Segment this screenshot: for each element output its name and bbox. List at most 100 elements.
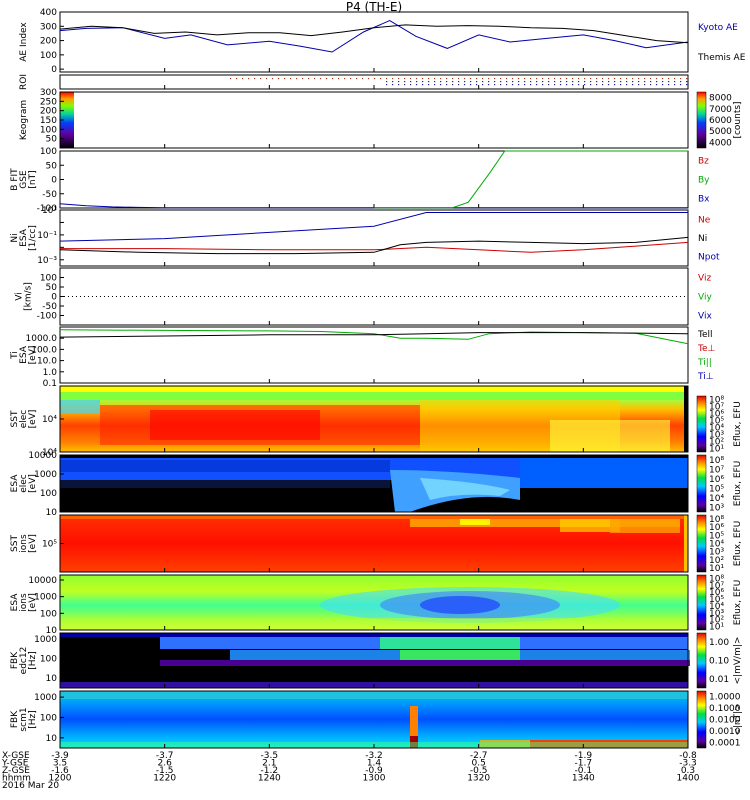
footer-value: -1.5 <box>156 766 174 776</box>
panel-frame-vi <box>59 267 689 326</box>
roi-dot <box>284 78 286 80</box>
roi-dot <box>542 81 544 83</box>
roi-dot <box>548 84 550 86</box>
roi-dot <box>602 81 604 83</box>
roi-dot <box>452 84 454 86</box>
roi-dot <box>434 84 436 86</box>
y-tick-label: 10.0 <box>37 357 57 367</box>
series-line-bx <box>59 203 688 209</box>
roi-dot <box>614 78 616 80</box>
sst-ions-spectrogram <box>60 515 688 572</box>
colorbar-tick-label: 7000 <box>709 105 732 115</box>
y-tick-label: 400 <box>40 8 57 18</box>
roi-dot <box>428 81 430 83</box>
roi-dot <box>404 81 406 83</box>
colorbar-tick-label: 8000 <box>709 94 732 104</box>
roi-dot <box>434 78 436 80</box>
y-axis-label-fbk_b: FBKscm1[Hz] <box>10 707 38 731</box>
footer-value: 1.4 <box>367 759 382 769</box>
roi-dot <box>290 78 292 80</box>
y-axis-label-line: Ti <box>10 351 20 360</box>
panel-frame-ti <box>59 326 689 384</box>
footer-value: 2.6 <box>158 759 173 769</box>
y-axis-label-fbk_e: FBKedc12[Hz] <box>10 647 38 675</box>
panel-esa_e: 10100100010000ESAelec[eV]10⁸10⁷10⁶10⁵10⁴… <box>10 451 743 518</box>
roi-dot <box>548 81 550 83</box>
roi-dot <box>386 78 388 80</box>
roi-dot <box>668 84 670 86</box>
sst-elec-spectrogram <box>60 386 688 452</box>
y-tick-label: 0.1 <box>43 379 57 389</box>
footer-value: -0.9 <box>365 766 383 776</box>
roi-dot <box>530 78 532 80</box>
y-axis-label-line: edc12 <box>19 647 29 675</box>
roi-dot <box>320 78 322 80</box>
legend-entry: Vix <box>698 312 712 322</box>
roi-dot <box>620 81 622 83</box>
y-tick-label: 1000 <box>34 693 57 703</box>
roi-dot <box>614 81 616 83</box>
y-tick-label: 100 <box>40 51 57 61</box>
y-axis-label-line: AE Index <box>19 22 29 62</box>
colorbar-tick-label: 10³ <box>709 503 724 513</box>
roi-dot <box>680 81 682 83</box>
legend-entry: Ti|| <box>697 358 712 368</box>
colorbar-tick-label: 10¹ <box>709 564 724 574</box>
series-line-kyoto-ae <box>59 20 689 53</box>
colorbar-label: Eflux, EFU <box>733 461 743 507</box>
colorbar-tick-label: 4000 <box>709 138 732 148</box>
roi-dot <box>620 78 622 80</box>
y-tick-label: -50 <box>42 190 57 200</box>
roi-dot <box>356 78 358 80</box>
panel-frame-ni <box>59 209 689 267</box>
colorbar-tick-label: 0.0100 <box>709 716 741 726</box>
colorbar-tick-label: 10³ <box>709 431 724 441</box>
legend-entry: By <box>698 176 710 186</box>
series-line-by <box>374 150 688 209</box>
y-axis-label-line: B FIT <box>10 168 20 191</box>
roi-dot <box>530 81 532 83</box>
plot-title: P4 (TH-E) <box>346 0 402 14</box>
colorbar-tick-label: 5000 <box>709 127 732 137</box>
roi-dot <box>422 84 424 86</box>
y-tick-label: 300 <box>40 88 57 98</box>
roi-dot <box>644 78 646 80</box>
y-axis-label-bfit: B FITGSE[nT] <box>10 168 38 191</box>
roi-dots <box>230 78 688 86</box>
roi-dot <box>416 78 418 80</box>
y-tick-label: 1.0 <box>43 368 58 378</box>
roi-dot <box>566 84 568 86</box>
roi-dot <box>500 84 502 86</box>
series-line-themis-ae <box>59 24 689 44</box>
roi-dot <box>230 78 232 80</box>
y-axis-label-line: [Hz] <box>28 710 38 729</box>
roi-dot <box>404 78 406 80</box>
series-line-ne <box>60 241 689 253</box>
roi-dot <box>494 78 496 80</box>
footer-value: 1340 <box>572 774 595 784</box>
colorbar-tick-label: 10⁸ <box>709 574 724 584</box>
y-axis-label-line: ROI <box>19 74 29 90</box>
roi-dot <box>602 84 604 86</box>
roi-dot <box>470 81 472 83</box>
colorbar-tick-label: 10⁸ <box>709 396 724 406</box>
roi-dot <box>512 84 514 86</box>
roi-dot <box>464 84 466 86</box>
roi-dot <box>668 78 670 80</box>
roi-dot <box>362 78 364 80</box>
y-tick-label: 50 <box>46 135 58 145</box>
y-axis-label-line: [eV] <box>28 593 38 612</box>
footer-value: -1.7 <box>575 759 593 769</box>
colorbar-tick-label: 10¹ <box>709 623 724 633</box>
series-line-npot <box>59 212 688 242</box>
roi-dot <box>602 78 604 80</box>
roi-dot <box>590 81 592 83</box>
panel-fbk_b: 101001000FBKscm1[Hz]1.00000.10000.01000.… <box>10 690 743 749</box>
roi-dot <box>476 78 478 80</box>
footer-row-label: hhmm <box>2 774 31 784</box>
footer-value: -3.7 <box>156 751 174 761</box>
roi-dot <box>536 81 538 83</box>
colorbar-tick-label: 10¹ <box>709 445 724 455</box>
y-axis-label-line: Vi <box>15 292 25 300</box>
